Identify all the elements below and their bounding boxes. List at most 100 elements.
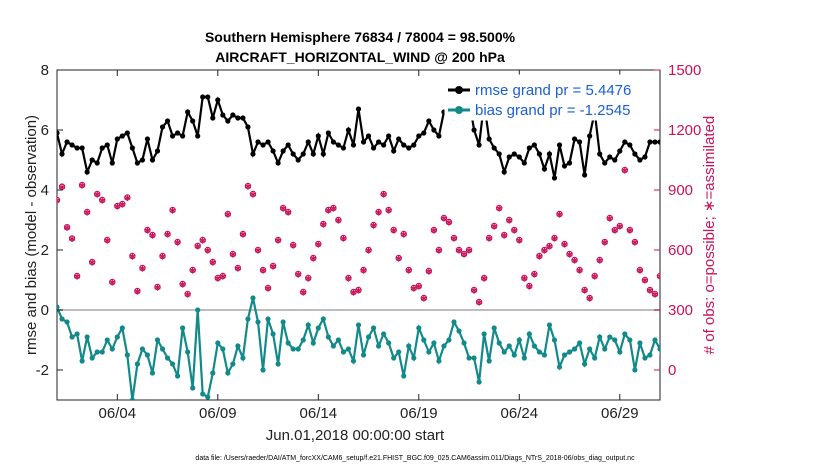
obs-assimilated-marker [672,227,678,233]
bias-point [587,346,593,352]
bias-point [657,346,660,352]
rmse-point [285,142,291,148]
obs-assimilated-marker [425,268,432,275]
rmse-point [758,145,763,150]
rmse-point [180,133,186,139]
bias-point [582,361,588,367]
obs-assimilated-marker [415,283,422,290]
obs-assimilated-marker [224,211,231,218]
obs-assimilated-marker [455,247,463,254]
rmse-point [723,157,728,162]
obs-assimilated-marker [481,275,488,282]
obs-assimilated-marker [179,281,186,288]
obs-assimilated-marker [400,231,407,238]
obs-assimilated-marker [763,307,769,313]
bias-point [642,355,648,361]
bias-point [365,334,372,340]
obs-assimilated-marker [89,259,96,266]
rmse-point [376,139,382,145]
rmse-point [235,115,241,121]
bias-point [360,352,367,358]
obs-assimilated-marker [420,295,427,302]
obs-assimilated-marker [109,279,116,286]
obs-assimilated-marker [576,267,583,274]
obs-assimilated-marker [330,205,337,212]
rmse-point [556,142,563,148]
obs-assimilated-marker [531,271,538,278]
obs-assimilated-marker [94,191,101,198]
obs-possible-marker [753,283,758,288]
bias-point [99,349,105,355]
obs-assimilated-marker [375,209,382,216]
obs-assimilated-marker [571,257,578,264]
rmse-point [275,160,281,166]
bias-point [180,325,186,331]
bias-point [245,316,251,322]
rmse-point [250,151,256,157]
obs-assimilated-marker [380,191,387,198]
bias-point [134,361,140,367]
obs-possible-marker [728,207,733,212]
bias-point [728,334,733,339]
rmse-point [305,139,311,145]
rmse-point [129,145,135,151]
rmse-point [718,151,723,156]
obs-assimilated-marker [611,227,618,234]
obs-assimilated-marker [345,275,352,282]
bias-point [396,349,402,355]
rmse-point [743,151,748,156]
obs-assimilated-marker [269,263,277,270]
obs-assimilated-marker [124,194,131,201]
obs-assimilated-marker [239,231,247,238]
obs-possible-marker [778,307,783,312]
obs-assimilated-marker [114,203,121,210]
obs-assimilated-marker [773,275,779,281]
bias-point [295,346,301,352]
rmse-point [365,133,372,139]
rmse-point [340,145,347,151]
obs-assimilated-marker [738,211,744,217]
legend-rmse-label: rmse grand pr = 5.4476 [475,82,631,99]
rmse-point [164,118,171,124]
rmse-line [57,95,660,179]
rmse-point [571,136,578,142]
obs-assimilated-marker [536,253,543,260]
rmse-point [436,133,442,139]
obs-assimilated-marker [300,289,307,296]
obs-assimilated-marker [189,267,196,274]
bias-point [531,343,537,349]
obs-possible-marker [748,267,753,272]
obs-assimilated-marker [234,265,241,272]
rmse-point [657,139,660,145]
rmse-point [99,145,105,151]
bias-point [627,337,633,343]
obs-assimilated-marker [144,227,151,234]
obs-assimilated-marker [646,287,654,294]
y-tick-label-left: 4 [41,182,49,199]
rmse-point [69,142,75,148]
bias-point [315,325,321,331]
bias-point [436,358,442,364]
rmse-point [310,151,316,157]
axis-ticks: -2 0 2 4 6 8 0 300 600 900 1200 1500 06/04 06/09 06/14… [36,62,702,422]
rmse-point [84,169,90,175]
obs-assimilated-marker [511,227,518,234]
rmse-point [64,139,70,145]
bias-point [546,322,553,328]
obs-assimilated-marker [606,215,613,222]
y-tick-label-right: 600 [668,242,693,259]
obs-assimilated-marker [340,235,347,242]
rmse-point [320,151,326,157]
rmse-point [426,118,432,124]
bias-point [763,343,768,348]
bias-point [325,334,331,340]
obs-possible-marker [672,227,677,232]
rmse-point [526,145,532,151]
rmse-point [245,124,251,130]
obs-assimilated-marker [450,235,458,242]
obs-assimilated-marker [310,255,317,262]
bias-point [164,355,171,361]
y-tick-label-left: 8 [41,62,49,79]
bias-point [240,355,246,361]
obs-assimilated-marker [601,239,608,246]
